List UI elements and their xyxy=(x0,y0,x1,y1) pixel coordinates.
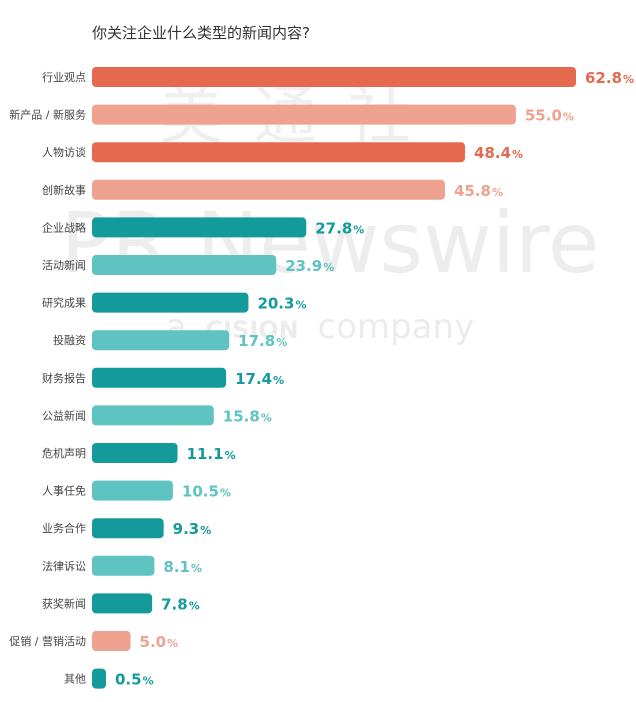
bar xyxy=(92,367,227,388)
data-label-value: 5.0 xyxy=(140,633,167,651)
data-label-value: 62.8 xyxy=(585,69,622,87)
data-label-unit: % xyxy=(200,524,211,537)
data-label: 5.0% xyxy=(140,633,179,651)
category-label: 其他 xyxy=(64,673,86,686)
data-label-value: 55.0 xyxy=(525,107,562,125)
data-label: 17.4% xyxy=(235,370,284,388)
category-label: 人事任免 xyxy=(42,484,86,498)
bar xyxy=(92,217,307,238)
category-label: 人物访谈 xyxy=(42,145,86,159)
chart-title: 你关注企业什么类型的新闻内容? xyxy=(92,24,310,42)
category-label: 行业观点 xyxy=(42,71,86,84)
category-label: 业务合作 xyxy=(42,521,86,535)
data-label-unit: % xyxy=(623,73,634,86)
data-label-unit: % xyxy=(189,599,200,612)
data-label: 45.8% xyxy=(454,182,503,200)
data-label-unit: % xyxy=(563,111,574,124)
data-label-unit: % xyxy=(167,637,178,650)
data-label-value: 48.4 xyxy=(474,144,511,162)
data-label-value: 17.4 xyxy=(235,370,272,388)
data-label-unit: % xyxy=(273,374,284,387)
data-label-value: 8.1 xyxy=(163,558,190,576)
data-label-unit: % xyxy=(492,186,503,199)
bar xyxy=(92,593,153,614)
data-label-unit: % xyxy=(220,487,231,500)
data-label-unit: % xyxy=(295,299,306,312)
bar xyxy=(92,142,466,163)
data-label-unit: % xyxy=(225,449,236,462)
bar xyxy=(92,555,155,576)
data-label-value: 7.8 xyxy=(161,595,188,613)
category-label: 新产品 / 新服务 xyxy=(9,108,86,122)
data-label-unit: % xyxy=(512,148,523,161)
data-label-value: 45.8 xyxy=(454,182,491,200)
bar xyxy=(92,67,576,87)
data-label: 11.1% xyxy=(187,445,236,463)
category-label: 公益新闻 xyxy=(42,408,86,422)
data-label-value: 17.8 xyxy=(238,332,275,350)
data-label: 15.8% xyxy=(223,407,272,425)
bar xyxy=(92,443,178,463)
bar xyxy=(92,292,249,313)
data-label-value: 10.5 xyxy=(182,483,219,501)
data-label: 20.3% xyxy=(257,295,306,313)
data-label-unit: % xyxy=(143,675,154,688)
bar xyxy=(92,330,230,351)
data-label: 55.0% xyxy=(525,107,574,125)
bar xyxy=(92,255,277,275)
category-label: 创新故事 xyxy=(42,183,86,197)
bar xyxy=(92,480,173,501)
data-label-unit: % xyxy=(353,223,364,236)
data-label: 23.9% xyxy=(285,257,334,275)
category-label: 企业战略 xyxy=(42,220,86,234)
data-label-unit: % xyxy=(276,336,287,349)
data-label: 0.5% xyxy=(115,671,154,689)
data-label-unit: % xyxy=(261,411,272,424)
data-label-value: 0.5 xyxy=(115,671,142,689)
category-label: 促销 / 营销活动 xyxy=(9,634,86,648)
data-label-value: 20.3 xyxy=(257,295,294,313)
data-label-unit: % xyxy=(191,562,202,575)
data-label: 48.4% xyxy=(474,144,523,162)
data-label-value: 9.3 xyxy=(173,520,200,538)
category-label: 法律诉讼 xyxy=(42,559,86,573)
bar xyxy=(92,518,164,539)
bar xyxy=(92,179,445,200)
category-label: 财务报告 xyxy=(42,371,86,385)
data-label: 17.8% xyxy=(238,332,287,350)
category-label: 研究成果 xyxy=(42,296,86,310)
data-label: 10.5% xyxy=(182,483,231,501)
category-label: 活动新闻 xyxy=(42,258,86,272)
data-label-value: 23.9 xyxy=(285,257,322,275)
bar xyxy=(92,405,214,426)
category-label: 危机声明 xyxy=(42,446,86,460)
data-label: 8.1% xyxy=(163,558,202,576)
data-label-value: 11.1 xyxy=(187,445,224,463)
data-label-value: 27.8 xyxy=(315,219,352,237)
data-label-unit: % xyxy=(323,261,334,274)
data-label: 7.8% xyxy=(161,595,200,613)
category-label: 获奖新闻 xyxy=(42,596,86,610)
data-label: 62.8% xyxy=(585,69,634,87)
data-label: 27.8% xyxy=(315,219,364,237)
data-label-value: 15.8 xyxy=(223,407,260,425)
category-label: 投融资 xyxy=(53,333,86,347)
data-label: 9.3% xyxy=(173,520,212,538)
bar xyxy=(92,104,516,125)
bar xyxy=(92,631,131,651)
bar xyxy=(92,668,106,689)
